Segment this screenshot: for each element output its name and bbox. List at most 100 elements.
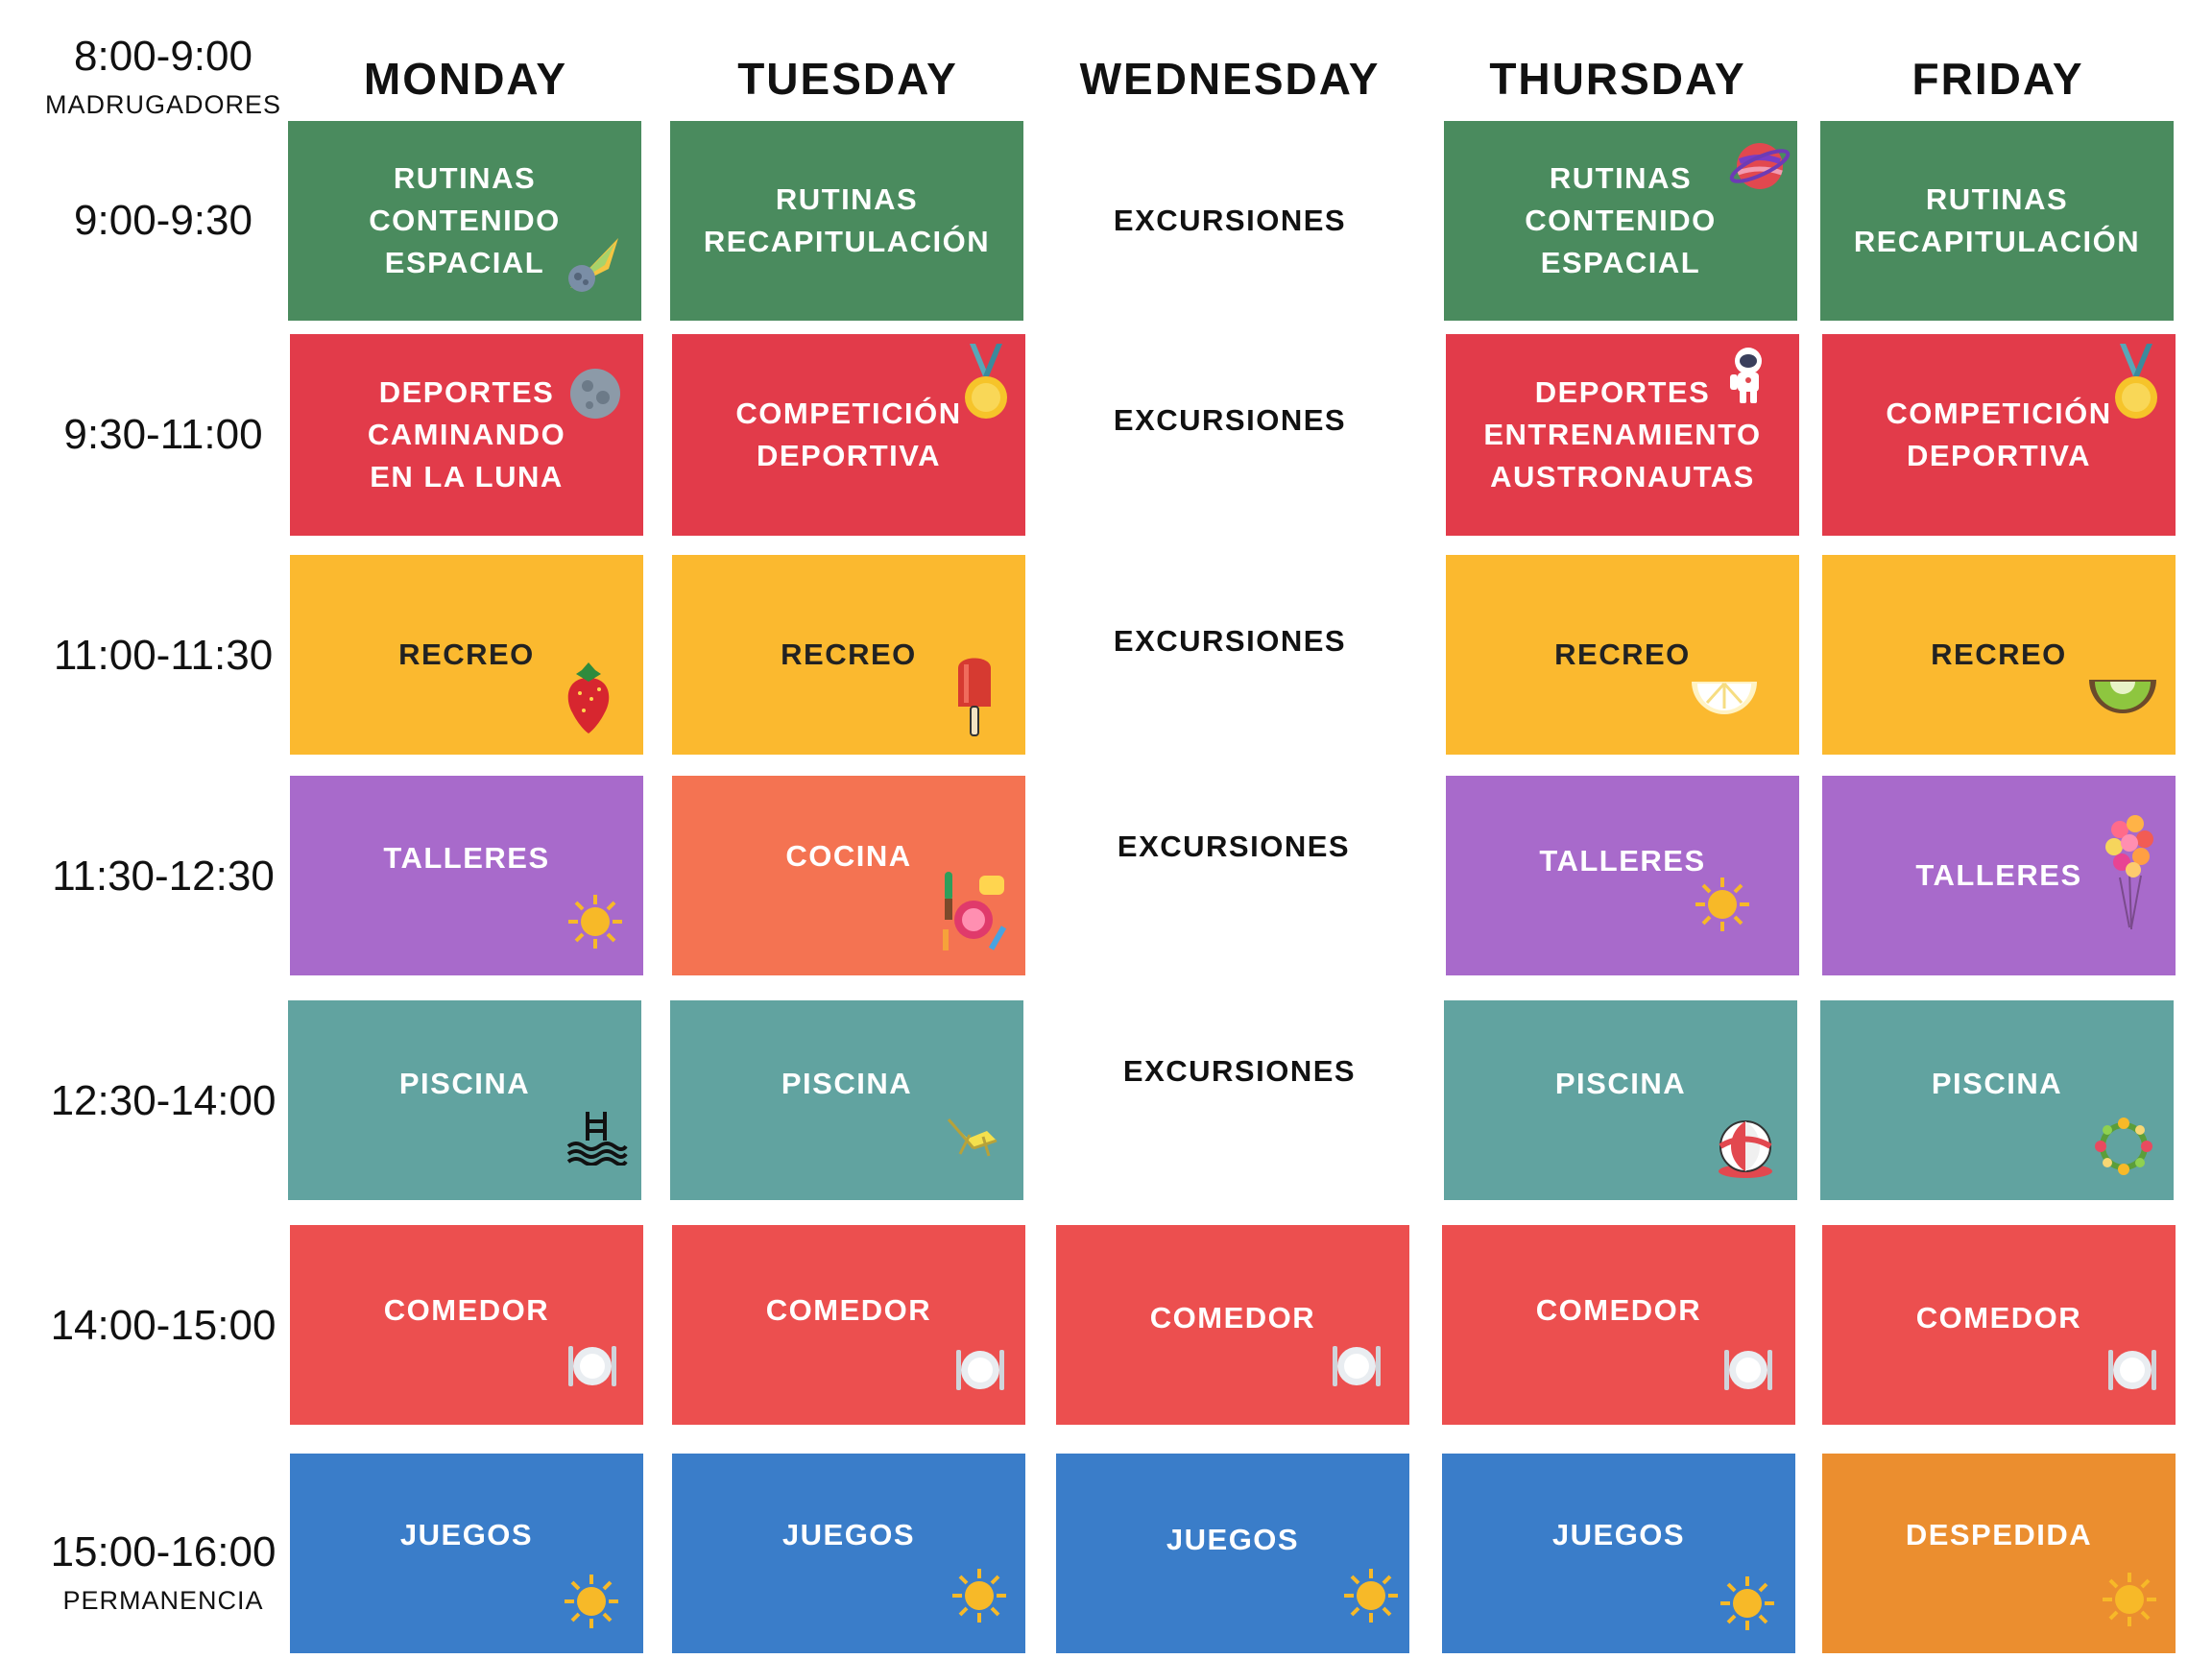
schedule-cell[interactable]: RECREO: [1446, 555, 1799, 755]
day-friday: FRIDAY: [1911, 54, 2084, 104]
cell-label: RUTINAS RECAPITULACIÓN: [1853, 182, 2141, 258]
time-label: 9:00-9:30: [74, 197, 252, 244]
schedule-cell[interactable]: COMPETICIÓN DEPORTIVA: [1822, 334, 2176, 536]
cell-label: JUEGOS: [1166, 1523, 1300, 1556]
schedule-cell[interactable]: EXCURSIONES: [1052, 555, 1407, 728]
cell-label: PISCINA: [398, 1067, 531, 1100]
schedule-cell[interactable]: COMEDOR: [672, 1225, 1025, 1425]
sun-icon: [952, 1569, 1006, 1623]
day-tuesday: TUESDAY: [737, 54, 958, 104]
cell-label: EXCURSIONES: [1113, 204, 1347, 237]
plate-icon: [568, 1346, 616, 1386]
cell-label: PISCINA: [781, 1067, 913, 1100]
schedule-cell[interactable]: DESPEDIDA: [1822, 1454, 2176, 1653]
schedule-cell[interactable]: RUTINAS RECAPITULACIÓN: [670, 121, 1023, 321]
cell-label: JUEGOS: [1551, 1518, 1686, 1551]
schedule-cell[interactable]: RUTINAS CONTENIDO ESPACIAL: [1444, 121, 1797, 321]
cell-label: JUEGOS: [399, 1518, 534, 1551]
schedule-cell[interactable]: COMEDOR: [1822, 1225, 2176, 1425]
plate-icon: [1724, 1350, 1772, 1390]
sun-icon: [1695, 878, 1749, 931]
time-label: 12:30-14:00: [50, 1077, 276, 1124]
cell-label: RUTINAS CONTENIDO ESPACIAL: [1525, 161, 1717, 279]
schedule-cell[interactable]: RECREO: [290, 555, 643, 755]
sun-icon: [2103, 1573, 2156, 1626]
medal-icon: [965, 344, 1007, 419]
schedule-cell[interactable]: COMEDOR: [1442, 1225, 1795, 1425]
sun-icon: [1720, 1576, 1774, 1630]
time-label: 14:00-15:00: [50, 1302, 276, 1349]
time-label: 15:00-16:00: [50, 1528, 276, 1575]
cell-label: RUTINAS CONTENIDO ESPACIAL: [369, 161, 561, 279]
cell-label: TALLERES: [1539, 844, 1706, 878]
cell-label: COMEDOR: [383, 1293, 550, 1327]
schedule-cell[interactable]: TALLERES: [1446, 776, 1799, 975]
schedule-cell[interactable]: COMEDOR: [290, 1225, 643, 1425]
time-label: 11:00-11:30: [53, 632, 274, 679]
strawberry-icon: [567, 662, 610, 733]
schedule-cell[interactable]: RUTINAS RECAPITULACIÓN: [1820, 121, 2174, 321]
popsicle-icon: [958, 658, 991, 736]
cell-label: EXCURSIONES: [1117, 830, 1351, 863]
plate-icon: [1333, 1346, 1381, 1386]
sun-icon: [1344, 1569, 1398, 1623]
schedule-cell[interactable]: RECREO: [1822, 555, 2176, 755]
sun-icon: [568, 895, 622, 949]
schedule-cell[interactable]: COMEDOR: [1056, 1225, 1409, 1425]
early-label: MADRUGADORES: [44, 90, 282, 119]
schedule-cell[interactable]: COMPETICIÓN DEPORTIVA: [672, 334, 1025, 536]
cell-label: PISCINA: [1554, 1067, 1687, 1100]
cell-label: COMPETICIÓN DEPORTIVA: [735, 397, 962, 472]
cell-label: COMEDOR: [1535, 1293, 1702, 1327]
day-monday: MONDAY: [363, 54, 568, 104]
astronaut-icon: [1730, 348, 1762, 403]
schedule-cell[interactable]: EXCURSIONES: [1062, 985, 1417, 1158]
schedule-cell[interactable]: EXCURSIONES: [1052, 334, 1407, 507]
schedule-cell[interactable]: RUTINAS CONTENIDO ESPACIAL: [288, 121, 641, 321]
cell-label: TALLERES: [1915, 858, 2082, 892]
cell-label: EXCURSIONES: [1113, 403, 1347, 437]
schedule-cell[interactable]: EXCURSIONES: [1052, 121, 1407, 321]
schedule-cell[interactable]: EXCURSIONES: [1056, 760, 1411, 933]
medal-icon: [2115, 344, 2157, 419]
moon-icon: [570, 369, 620, 419]
sun-icon: [565, 1575, 618, 1628]
lemon-slice-icon: [1692, 682, 1757, 714]
flower-wreath-icon: [2095, 1118, 2152, 1175]
cell-label: COMEDOR: [1149, 1301, 1316, 1334]
cell-label: EXCURSIONES: [1113, 624, 1347, 658]
schedule-cell[interactable]: PISCINA: [288, 1000, 641, 1200]
cell-label: RUTINAS RECAPITULACIÓN: [703, 182, 991, 258]
cell-label: RECREO: [398, 637, 535, 671]
plate-icon: [956, 1350, 1004, 1390]
schedule-cell[interactable]: COCINA: [672, 776, 1025, 975]
cell-label: RECREO: [1554, 637, 1691, 671]
schedule-cell[interactable]: JUEGOS: [1442, 1454, 1795, 1653]
schedule-cell[interactable]: RECREO: [672, 555, 1025, 755]
cell-label: DESPEDIDA: [1905, 1518, 2093, 1551]
cell-label: JUEGOS: [781, 1518, 916, 1551]
schedule-cell[interactable]: PISCINA: [670, 1000, 1023, 1200]
schedule-cell[interactable]: JUEGOS: [290, 1454, 643, 1653]
day-wednesday: WEDNESDAY: [1079, 54, 1381, 104]
schedule-cell[interactable]: PISCINA: [1444, 1000, 1797, 1200]
comet-icon: [568, 238, 618, 292]
kitchen-utensils-icon: [943, 872, 1007, 950]
schedule-cell[interactable]: PISCINA: [1820, 1000, 2174, 1200]
cell-label: EXCURSIONES: [1122, 1054, 1357, 1088]
balloons-icon: [2105, 815, 2153, 930]
time-label: 9:30-11:00: [63, 411, 263, 458]
schedule-cell[interactable]: DEPORTES ENTRENAMIENTO AUSTRONAUTAS: [1446, 334, 1799, 536]
cell-label: RECREO: [781, 637, 917, 671]
cell-label: TALLERES: [383, 841, 550, 875]
cell-label: DEPORTES CAMINANDO EN LA LUNA: [367, 375, 566, 493]
schedule-cell[interactable]: TALLERES: [290, 776, 643, 975]
schedule-cell[interactable]: JUEGOS: [1056, 1454, 1409, 1653]
cell-label: PISCINA: [1931, 1067, 2063, 1100]
schedule-cell[interactable]: TALLERES: [1822, 776, 2176, 975]
cell-label: COMEDOR: [1915, 1301, 2082, 1334]
schedule-cell[interactable]: DEPORTES CAMINANDO EN LA LUNA: [290, 334, 643, 536]
cell-label: RECREO: [1931, 637, 2067, 671]
deck-chair-icon: [947, 1118, 998, 1157]
schedule-cell[interactable]: JUEGOS: [672, 1454, 1025, 1653]
